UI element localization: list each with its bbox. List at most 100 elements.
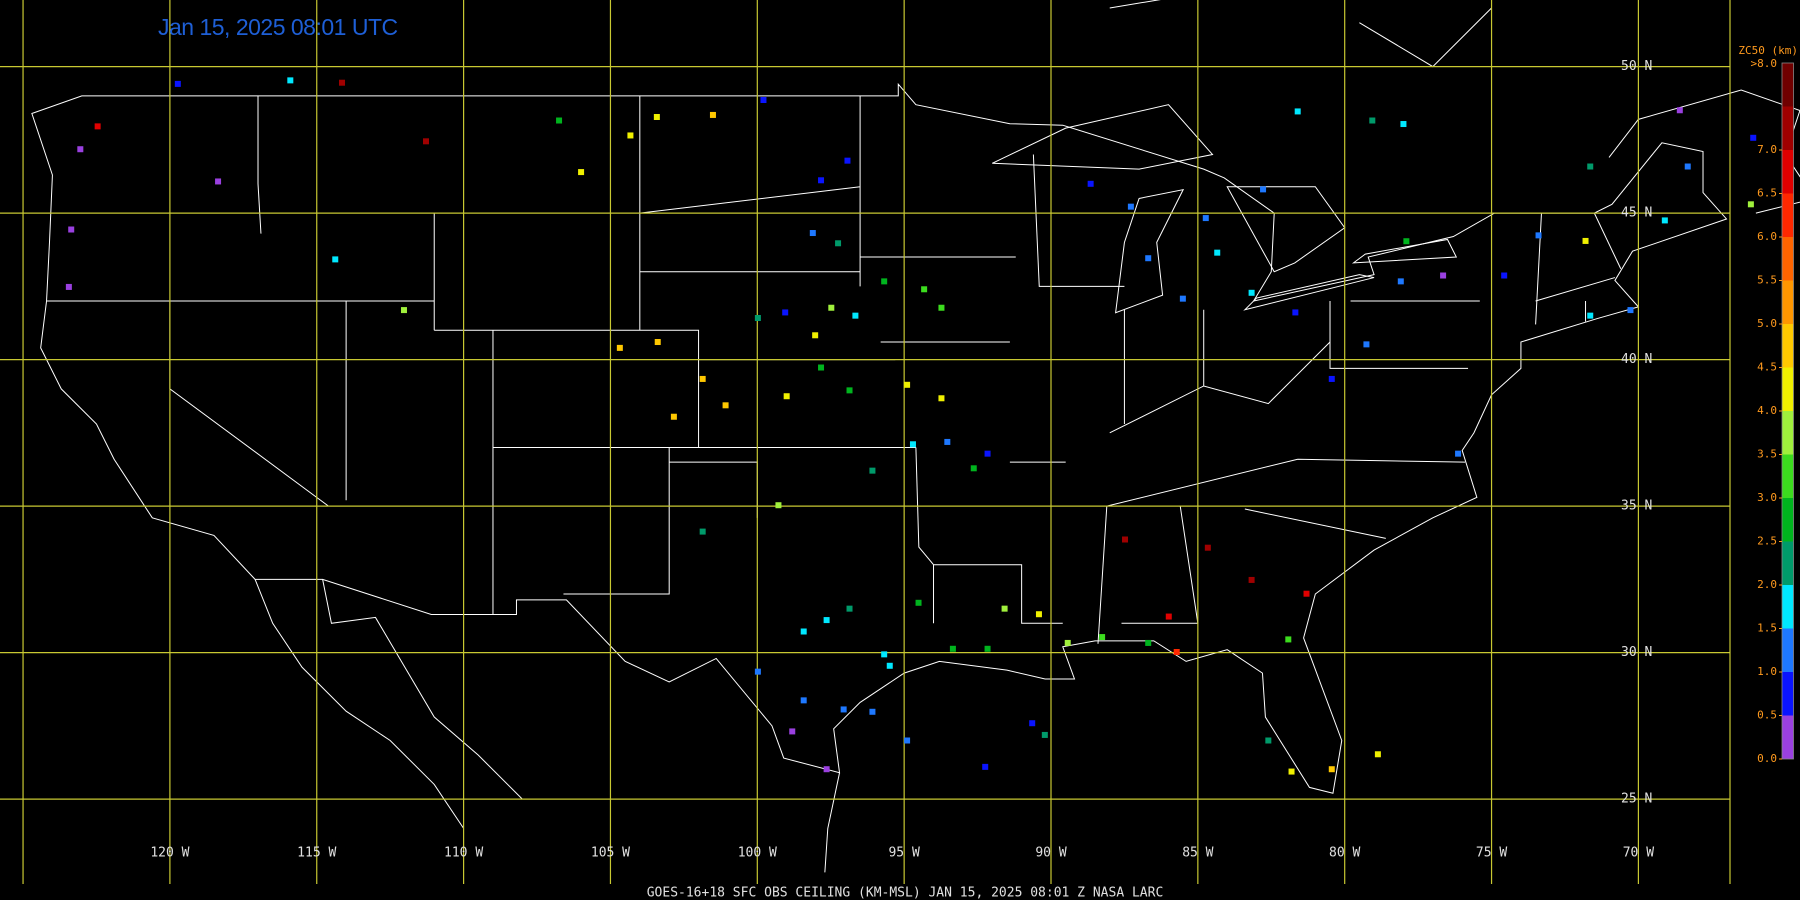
observation xyxy=(1292,309,1299,316)
colorbar-label: 6.0 xyxy=(1757,230,1777,243)
observation xyxy=(670,413,677,420)
observation xyxy=(1397,278,1404,285)
observation xyxy=(1535,232,1542,239)
observation xyxy=(1587,312,1594,319)
observation xyxy=(1369,117,1376,124)
observation xyxy=(1173,649,1180,656)
colorbar-swatch xyxy=(1782,411,1794,455)
observation xyxy=(699,375,706,382)
observation xyxy=(1064,639,1071,646)
observation xyxy=(94,123,101,130)
lat-label: 30 N xyxy=(1621,645,1652,660)
colorbar-swatch xyxy=(1782,150,1794,194)
observation xyxy=(68,226,75,233)
colorbar-swatch xyxy=(1782,367,1794,411)
observation xyxy=(1288,768,1295,775)
observation xyxy=(1403,238,1410,245)
observation xyxy=(846,605,853,612)
observation xyxy=(869,708,876,715)
observation xyxy=(982,763,989,770)
observation xyxy=(1265,737,1272,744)
observation xyxy=(852,312,859,319)
observation xyxy=(332,256,339,263)
lon-label: 90 W xyxy=(1035,846,1066,861)
observation xyxy=(1285,636,1292,643)
observation xyxy=(1587,163,1594,170)
colorbar-swatch xyxy=(1782,63,1794,107)
lon-label: 105 W xyxy=(591,846,630,861)
observation xyxy=(1363,341,1370,348)
great-lakes xyxy=(992,105,1456,313)
observation xyxy=(1328,375,1335,382)
observation xyxy=(809,230,816,237)
lat-label: 25 N xyxy=(1621,792,1652,807)
lon-label: 110 W xyxy=(444,846,483,861)
observation xyxy=(984,645,991,652)
colorbar-label: 5.5 xyxy=(1757,274,1777,287)
observation xyxy=(921,286,928,293)
footer: GOES-16+18 SFC OBS CEILING (KM-MSL) JAN … xyxy=(647,886,1164,900)
observation xyxy=(1582,237,1589,244)
observation xyxy=(1165,613,1172,620)
lon-label: 100 W xyxy=(738,846,777,861)
colorbar-swatch xyxy=(1782,628,1794,672)
observation xyxy=(616,344,623,351)
lon-label: 115 W xyxy=(297,846,336,861)
lon-label: 70 W xyxy=(1623,846,1654,861)
observation xyxy=(722,402,729,409)
observations xyxy=(65,77,1757,775)
map-title: Jan 15, 2025 08:01 UTC xyxy=(158,14,398,40)
colorbar-title: ZC50 (km) xyxy=(1738,44,1798,57)
colorbar-swatch xyxy=(1782,106,1794,150)
observation xyxy=(1029,720,1036,727)
observation xyxy=(1248,576,1255,583)
observation xyxy=(840,706,847,713)
observation xyxy=(949,645,956,652)
lon-label: 120 W xyxy=(150,846,189,861)
observation xyxy=(904,381,911,388)
observation xyxy=(944,438,951,445)
observation xyxy=(1455,450,1462,457)
observation xyxy=(1035,611,1042,618)
observation xyxy=(1214,249,1221,256)
observation xyxy=(77,146,84,153)
observation xyxy=(775,502,782,509)
colorbar-label: 1.0 xyxy=(1757,665,1777,678)
colorbar-label: 0.0 xyxy=(1757,752,1777,765)
observation xyxy=(653,113,660,120)
observation xyxy=(1204,544,1211,551)
colorbar-label: 5.0 xyxy=(1757,317,1777,330)
observation xyxy=(800,697,807,704)
observation xyxy=(970,465,977,472)
lon-label: 95 W xyxy=(888,846,919,861)
observation xyxy=(800,628,807,635)
colorbar-label: 2.0 xyxy=(1757,578,1777,591)
observation xyxy=(578,169,585,176)
observation xyxy=(1145,639,1152,646)
observation xyxy=(1374,751,1381,758)
observation xyxy=(423,138,430,145)
observation xyxy=(1747,201,1754,208)
us-outline xyxy=(32,84,1727,793)
colorbar-top-label: >8.0 xyxy=(1751,57,1778,70)
observation xyxy=(1145,255,1152,262)
colorbar-swatch xyxy=(1782,498,1794,542)
lat-label: 45 N xyxy=(1621,206,1652,221)
lon-label: 85 W xyxy=(1182,846,1213,861)
observation xyxy=(938,395,945,402)
colorbar-swatch xyxy=(1782,193,1794,237)
observation xyxy=(823,617,830,624)
observation xyxy=(400,307,407,314)
observation xyxy=(789,728,796,735)
observation xyxy=(287,77,294,84)
observation xyxy=(1440,272,1447,279)
colorbar-label: 4.5 xyxy=(1757,361,1777,374)
graticule: 50 N 45 N 40 N 35 N 30 N 25 N 120 W 115 W 110 W 1… xyxy=(0,0,1731,884)
lon-label: 75 W xyxy=(1476,846,1507,861)
observation xyxy=(1127,203,1134,210)
observation xyxy=(938,304,945,311)
observation xyxy=(984,450,991,457)
